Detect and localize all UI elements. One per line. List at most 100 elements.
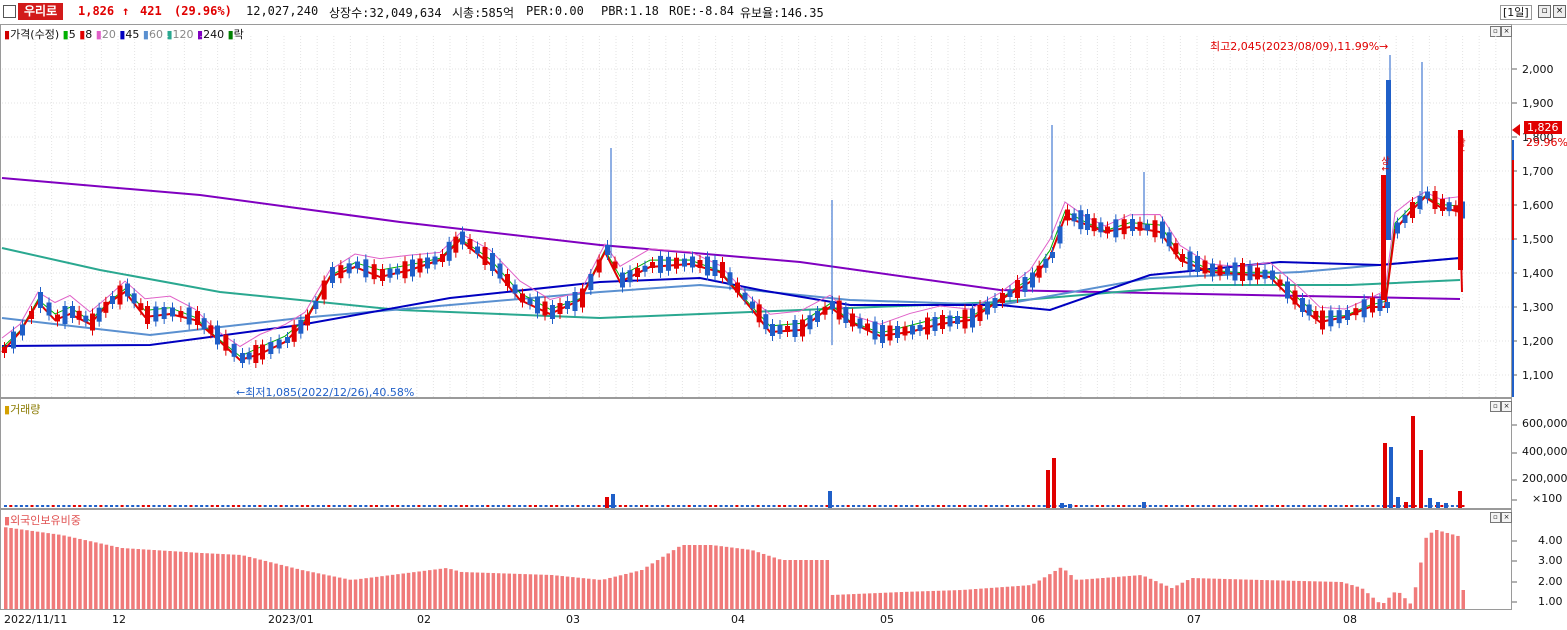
candle-body — [1078, 210, 1084, 230]
candle-body — [1232, 262, 1238, 281]
foreign-bar — [719, 546, 723, 609]
foreign-bar — [1026, 585, 1031, 609]
volume-bar — [290, 505, 294, 507]
low-annotation: ←최저1,085(2022/12/26),40.58% — [236, 386, 415, 399]
foreign-tick-3: 3.00 — [1538, 554, 1563, 567]
foreign-bar — [841, 594, 845, 609]
foreign-bar — [110, 545, 114, 609]
volume-chart-panel[interactable] — [0, 398, 1512, 509]
foreign-bar — [1302, 581, 1306, 609]
foreign-bar — [624, 573, 628, 609]
foreign-bar — [1286, 580, 1291, 609]
volume-bar — [730, 505, 734, 507]
candle-body — [880, 325, 885, 343]
candle-body — [497, 263, 503, 279]
volume-bar — [1026, 505, 1030, 507]
volume-spike — [611, 494, 615, 508]
candle-body — [131, 293, 137, 304]
foreign-bar — [799, 560, 803, 609]
foreign-bar — [793, 560, 798, 609]
price-change: 421 — [140, 4, 162, 18]
volume-bar — [57, 505, 60, 507]
select-checkbox[interactable] — [3, 5, 16, 18]
candle-body — [800, 319, 805, 337]
legend-ma20[interactable]: ▮20 — [95, 28, 116, 41]
foreign-bar — [767, 555, 771, 609]
foreign-bar — [915, 591, 920, 609]
price-tick-1100: 1,100 — [1522, 369, 1554, 382]
foreign-bar — [581, 578, 586, 609]
legend-rak[interactable]: ▮락 — [227, 28, 244, 41]
volume-bar — [1387, 505, 1391, 507]
maximize-icon[interactable]: ▫ — [1538, 5, 1551, 18]
volume-bar — [629, 505, 633, 507]
period-selector[interactable]: [1일] — [1500, 5, 1532, 20]
legend-ma5[interactable]: ▮5 — [62, 28, 76, 41]
foreign-bar — [194, 552, 199, 609]
candle-body — [1453, 205, 1459, 212]
volume-restore-icon[interactable]: ▫ — [1490, 401, 1501, 412]
candle-body — [542, 301, 548, 316]
foreign-bar — [1090, 578, 1094, 609]
foreign-close-icon[interactable]: × — [1501, 512, 1512, 523]
volume-close-icon[interactable]: × — [1501, 401, 1512, 412]
volume-bar — [740, 505, 744, 507]
foreign-bar — [735, 548, 739, 609]
volume-bar — [571, 505, 575, 507]
candle-body — [822, 306, 828, 315]
foreign-bar — [253, 558, 257, 609]
legend-ma45[interactable]: ▮45 — [119, 28, 140, 41]
foreign-bar — [67, 536, 72, 609]
candle-body — [432, 256, 438, 265]
volume-bar — [306, 505, 310, 507]
foreign-bar — [846, 594, 851, 609]
volume-bar — [83, 505, 87, 507]
foreign-bar — [979, 588, 983, 609]
volume-bar — [125, 505, 129, 507]
price-tick-2000: 2,000 — [1522, 63, 1554, 76]
foreign-bar — [1307, 581, 1312, 609]
foreign-bar — [290, 567, 294, 609]
candle-body — [1336, 310, 1342, 324]
foreign-bar — [661, 556, 665, 609]
volume-bar — [979, 505, 983, 507]
candle-body — [402, 261, 408, 279]
current-price-marker — [1512, 124, 1520, 136]
volume-bar — [210, 505, 214, 507]
volume-bar — [634, 505, 638, 507]
candle-body — [55, 314, 60, 322]
volume-bar — [936, 505, 940, 507]
candle-body — [902, 326, 908, 336]
price-chart-panel[interactable] — [0, 24, 1512, 398]
foreign-bar — [889, 592, 893, 609]
volume-bar — [205, 505, 209, 507]
candle-body — [1071, 213, 1077, 222]
legend-ma60[interactable]: ▮60 — [142, 28, 163, 41]
volume-bar — [889, 505, 893, 507]
legend-ma240[interactable]: ▮240 — [197, 28, 225, 41]
volume-bar — [958, 505, 961, 507]
stock-name-badge[interactable]: 우리로 — [18, 3, 64, 20]
volume-bar — [846, 505, 850, 507]
foreign-bar — [783, 560, 787, 609]
foreign-ratio-panel[interactable] — [0, 509, 1512, 610]
foreign-bar — [910, 591, 914, 609]
foreign-bar — [973, 589, 978, 609]
foreign-bar — [1318, 581, 1322, 609]
foreign-bar — [1376, 602, 1381, 609]
close-icon[interactable]: × — [1553, 5, 1566, 18]
foreign-restore-icon[interactable]: ▫ — [1490, 512, 1501, 523]
candle-body — [76, 310, 82, 320]
candle-body — [62, 306, 68, 324]
foreign-bar — [677, 546, 681, 609]
foreign-bar — [1238, 579, 1243, 609]
legend-price[interactable]: ▮가격(수정) — [4, 28, 60, 41]
legend-ma120[interactable]: ▮120 — [166, 28, 194, 41]
volume-bar — [714, 505, 718, 507]
legend-ma8[interactable]: ▮8 — [79, 28, 93, 41]
candle-body — [1130, 219, 1135, 231]
volume-bar — [1132, 505, 1136, 507]
volume-bar — [804, 505, 808, 507]
panel-close-icon[interactable]: × — [1501, 26, 1512, 37]
